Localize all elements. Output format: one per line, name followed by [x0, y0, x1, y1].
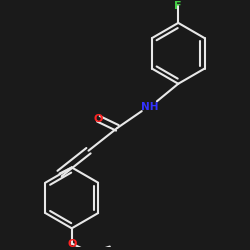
Text: O: O: [94, 114, 103, 124]
Text: O: O: [67, 238, 76, 248]
Text: NH: NH: [140, 102, 158, 112]
Text: F: F: [174, 1, 182, 11]
